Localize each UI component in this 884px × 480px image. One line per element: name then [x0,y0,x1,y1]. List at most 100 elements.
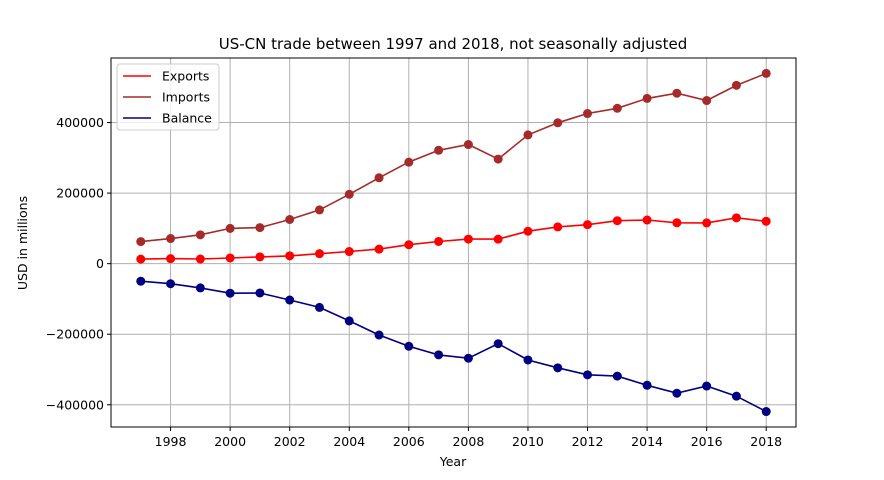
exports-point [374,244,384,254]
x-tick-label: 2000 [214,434,246,449]
legend-box [116,63,220,131]
exports-point [523,226,533,236]
series-layer [136,68,771,417]
balance-point [434,350,444,360]
imports-point [136,237,146,247]
x-tick-label: 2012 [572,434,604,449]
balance-point [404,341,414,351]
x-tick-label: 2008 [452,434,484,449]
x-tick-label: 2004 [333,434,365,449]
x-tick-label: 2016 [691,434,723,449]
balance-point [255,288,265,298]
imports-point [374,173,384,183]
imports-point [434,145,444,155]
imports-point [642,93,652,103]
x-tick-label: 2010 [512,434,544,449]
balance-point [225,288,235,298]
series-balance [136,276,771,417]
exports-point [225,253,235,263]
imports-line [140,72,767,243]
x-tick-label: 2014 [631,434,663,449]
balance-point [672,388,682,398]
exports-point [672,218,682,228]
imports-point [166,234,176,244]
imports-point [314,205,324,215]
y-axis-label: USD in millions [15,196,30,290]
imports-point [702,96,712,106]
exports-point [702,218,712,228]
x-axis-label: Year [439,454,467,469]
exports-point [463,234,473,244]
chart-title: US-CN trade between 1997 and 2018, not s… [219,35,687,53]
exports-point [612,216,622,226]
balance-point [374,330,384,340]
balance-point [583,370,593,380]
x-tick-label: 2006 [393,434,425,449]
grid [111,58,796,427]
balance-point [285,295,295,305]
y-tick-label: 200000 [56,186,104,201]
imports-point [493,154,503,164]
y-tick-label: 0 [96,256,104,271]
exports-point [136,254,146,264]
exports-point [314,249,324,259]
balance-point [195,283,205,293]
y-tick-label: −200000 [46,327,104,342]
x-tick-label: 2002 [274,434,306,449]
series-exports [136,213,771,264]
balance-point [493,339,503,349]
balance-point [731,391,741,401]
exports-point [761,216,771,226]
imports-point [344,189,354,199]
imports-point [404,157,414,167]
imports-point [523,130,533,140]
balance-point [761,407,771,417]
exports-point [731,213,741,223]
balance-point [523,355,533,365]
exports-point [195,254,205,264]
x-tick-label: 2018 [750,434,782,449]
balance-point [612,371,622,381]
x-axis-ticks: 1998 2000 2002 2004 2006 2008 2010 2012 2014 2016… [155,427,782,449]
y-tick-label: −400000 [46,397,104,412]
exports-line [140,216,767,260]
exports-point [344,247,354,257]
imports-point [761,68,771,78]
exports-point [166,254,176,264]
exports-point [434,236,444,246]
balance-point [702,381,712,391]
imports-point [672,88,682,98]
exports-point [642,215,652,225]
balance-point [344,316,354,326]
imports-point [583,109,593,119]
legend-label-balance: Balance [162,111,212,126]
imports-point [225,223,235,233]
exports-point [285,251,295,261]
imports-point [612,103,622,113]
balance-point [642,380,652,390]
imports-point [285,215,295,225]
series-imports [136,68,771,247]
exports-point [255,252,265,262]
imports-point [731,80,741,90]
balance-point [136,276,146,286]
y-axis-ticks: −400000 −200000 0 200000 400000 [46,115,111,412]
imports-point [195,230,205,240]
exports-point [404,240,414,250]
balance-point [463,353,473,363]
balance-point [166,279,176,289]
plot-area [111,58,796,427]
legend: Exports Imports Balance [116,63,220,131]
legend-label-exports: Exports [162,69,209,84]
plot-frame [110,57,797,428]
balance-point [553,363,563,373]
imports-point [553,118,563,128]
balance-point [314,302,324,312]
imports-point [463,140,473,150]
legend-label-imports: Imports [162,90,210,105]
x-tick-label: 1998 [155,434,187,449]
balance-line [140,280,767,413]
exports-point [583,220,593,230]
imports-point [255,223,265,233]
